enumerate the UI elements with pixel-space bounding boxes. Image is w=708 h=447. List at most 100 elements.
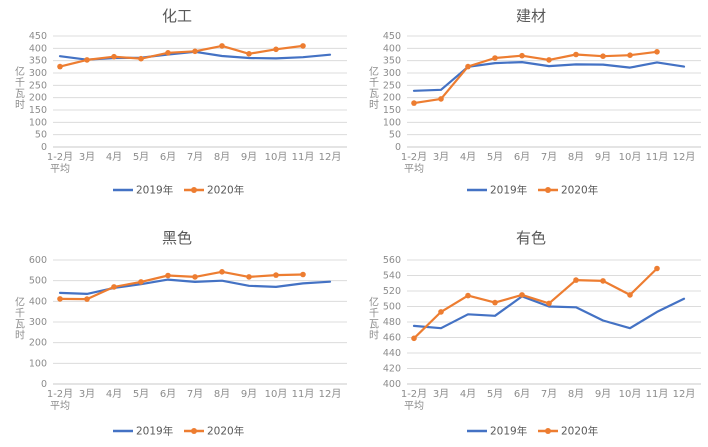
- legend-item-2020: 2020年: [184, 425, 244, 438]
- y-tick-label: 350: [29, 56, 47, 67]
- data-point-marker: [111, 284, 117, 290]
- data-point-marker: [57, 63, 63, 70]
- data-point-marker: [273, 272, 279, 278]
- y-tick-label: 520: [383, 286, 401, 297]
- y-tick-label: 300: [29, 317, 47, 328]
- data-point-marker: [600, 53, 606, 59]
- x-tick-label: 12月: [319, 151, 342, 163]
- x-tick-label: 1-2月平均: [47, 388, 73, 412]
- x-tick-label: 6月: [514, 388, 530, 400]
- legend-label: 2020年: [561, 184, 598, 197]
- legend-label: 2019年: [136, 184, 173, 197]
- data-point-marker: [573, 277, 579, 283]
- x-tick-label: 7月: [541, 388, 557, 400]
- x-tick-label: 8月: [568, 388, 584, 400]
- data-point-marker: [192, 274, 198, 280]
- x-tick-label: 7月: [187, 151, 203, 163]
- series-line-2020: [412, 267, 659, 340]
- data-point-marker: [546, 57, 552, 63]
- data-point-marker: [546, 300, 552, 307]
- data-point-marker: [627, 52, 633, 58]
- chart-building-materials: 建材 0 50 100 150 200 250 300 350 400 450 亿千瓦时 1-2月平均 3…: [354, 0, 708, 220]
- x-tick-label: 12月: [673, 388, 696, 400]
- legend: 2019年 2020年: [113, 425, 244, 438]
- y-tick-label: 350: [383, 56, 401, 67]
- x-tick-label: 5月: [487, 388, 503, 400]
- x-tick-label: 10月: [619, 388, 642, 400]
- y-tick-label: 150: [29, 105, 47, 116]
- y-tick-label: 540: [383, 271, 401, 282]
- y-tick-label: 440: [383, 348, 401, 359]
- x-tick-label: 3月: [433, 388, 449, 400]
- x-tick-label: 4月: [460, 151, 476, 163]
- y-axis-title: 亿千瓦时: [15, 296, 25, 342]
- legend-marker-dot: [545, 428, 551, 434]
- data-point-marker: [627, 292, 633, 298]
- x-tick-label: 10月: [265, 388, 288, 400]
- x-tick-label: 1-2月平均: [401, 151, 427, 175]
- y-tick-label: 400: [29, 43, 47, 54]
- x-tick-label: 11月: [292, 388, 315, 400]
- legend-label: 2020年: [207, 184, 244, 197]
- x-tick-label: 6月: [160, 388, 176, 400]
- y-tick-label: 480: [383, 317, 401, 328]
- data-point-marker: [219, 43, 225, 49]
- data-point-marker: [492, 55, 498, 61]
- y-axis-title: 亿千瓦时: [369, 296, 379, 342]
- legend-item-2019: 2019年: [467, 184, 527, 197]
- data-point-marker: [519, 52, 525, 59]
- data-point-marker: [519, 292, 525, 298]
- x-tick-label: 3月: [79, 388, 95, 400]
- y-tick-label: 50: [35, 130, 47, 141]
- y-axis-title: 亿千瓦时: [369, 65, 379, 111]
- x-tick-label: 4月: [460, 388, 476, 400]
- data-point-marker: [300, 271, 306, 278]
- y-tick-label: 0: [41, 142, 47, 153]
- data-point-marker: [192, 48, 198, 55]
- y-tick-label: 200: [383, 93, 401, 104]
- x-tick-label: 10月: [619, 151, 642, 163]
- x-tick-label: 9月: [241, 388, 257, 400]
- y-tick-label: 300: [29, 68, 47, 79]
- data-point-marker: [165, 50, 171, 56]
- data-point-marker: [411, 335, 417, 342]
- x-tick-label: 8月: [214, 388, 230, 400]
- y-tick-label: 460: [383, 333, 401, 344]
- y-tick-label: 450: [383, 31, 401, 42]
- y-tick-label: 450: [29, 31, 47, 42]
- chart-title: 建材: [516, 7, 546, 25]
- y-tick-label: 560: [383, 255, 401, 266]
- x-tick-label: 6月: [160, 151, 176, 163]
- x-tick-label: 6月: [514, 151, 530, 163]
- legend-marker-dot: [545, 187, 551, 193]
- chart-title: 化工: [162, 7, 192, 25]
- data-point-marker: [165, 272, 171, 279]
- chart-title: 黑色: [162, 229, 192, 247]
- legend-label: 2020年: [207, 425, 244, 438]
- x-tick-label: 9月: [595, 151, 611, 163]
- series-line-2019: [412, 295, 686, 330]
- x-tick-label: 5月: [487, 151, 503, 163]
- chart-svg: 黑色 0 100 200 300 400 500 600 亿千瓦时 1-2月平均 3月 4月 5月 6月 7…: [15, 229, 347, 438]
- legend-item-2019: 2019年: [113, 184, 173, 197]
- y-tick-label: 200: [29, 338, 47, 349]
- legend-marker-dot: [191, 428, 197, 434]
- x-tick-label: 7月: [541, 151, 557, 163]
- x-tick-label: 1-2月平均: [401, 388, 427, 412]
- legend-label: 2019年: [490, 184, 527, 197]
- chart-nonferrous-metals: 有色 400 420 440 460 480 500 520 540 560 亿千瓦时 1-2月平均 3…: [354, 220, 708, 443]
- legend: 2019年 2020年: [113, 184, 244, 197]
- data-point-marker: [246, 51, 252, 57]
- data-point-marker: [246, 274, 252, 280]
- data-point-marker: [411, 100, 417, 106]
- y-tick-label: 400: [383, 43, 401, 54]
- x-tick-label: 8月: [214, 151, 230, 163]
- y-tick-label: 600: [29, 255, 47, 266]
- series-line-2020: [58, 270, 305, 301]
- x-tick-label: 4月: [106, 151, 122, 163]
- legend-item-2019: 2019年: [113, 425, 173, 438]
- x-tick-label: 5月: [133, 151, 149, 163]
